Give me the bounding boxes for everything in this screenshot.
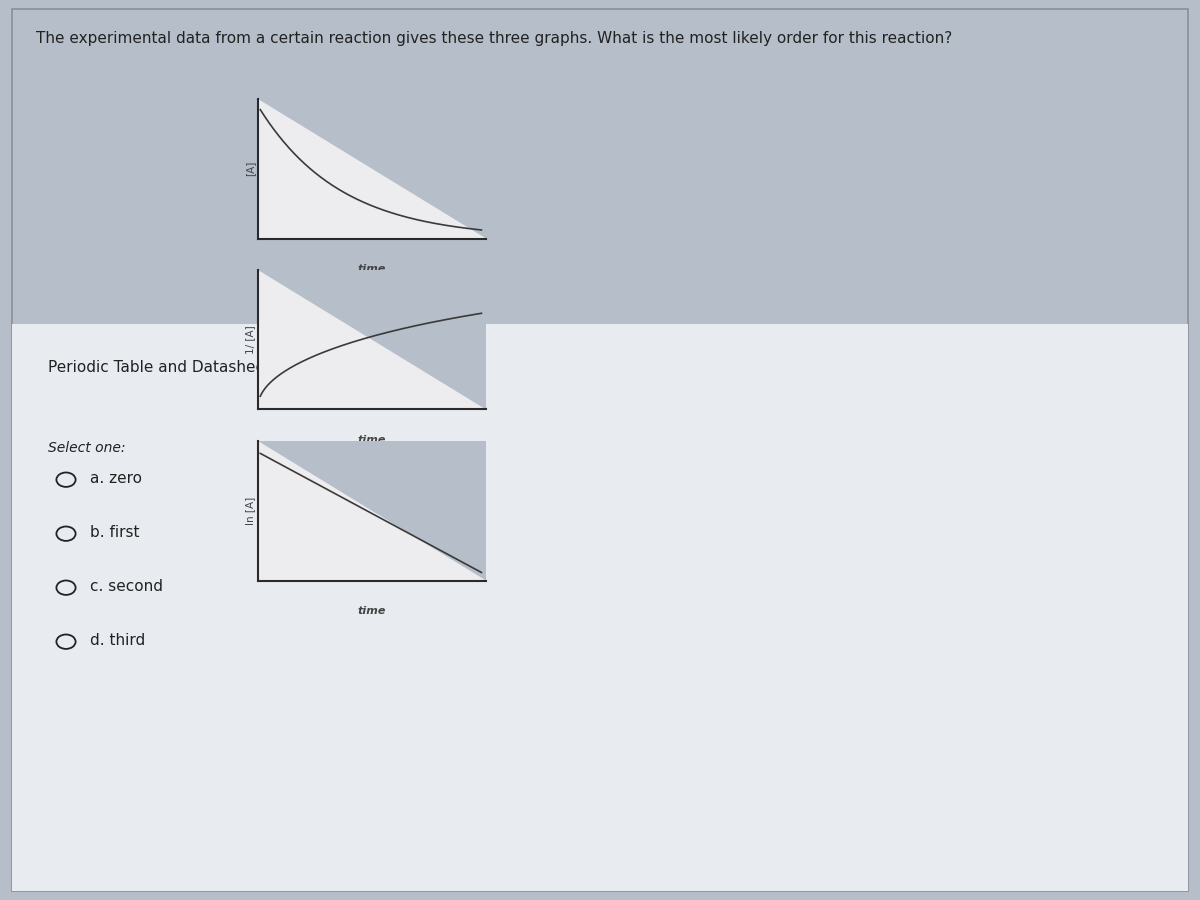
Y-axis label: [A]: [A]: [245, 161, 256, 176]
Y-axis label: 1/ [A]: 1/ [A]: [245, 326, 256, 354]
Text: time: time: [358, 435, 386, 445]
Text: c. second: c. second: [90, 579, 163, 594]
Text: The experimental data from a certain reaction gives these three graphs. What is : The experimental data from a certain rea…: [36, 32, 953, 47]
Text: b. first: b. first: [90, 525, 139, 540]
Text: Select one:: Select one:: [48, 441, 126, 455]
Text: time: time: [358, 606, 386, 616]
Polygon shape: [258, 441, 486, 580]
FancyBboxPatch shape: [12, 324, 1188, 891]
Polygon shape: [258, 99, 486, 239]
Text: Periodic Table and Datasheet: Periodic Table and Datasheet: [48, 360, 271, 375]
Polygon shape: [258, 270, 486, 410]
Text: a. zero: a. zero: [90, 471, 142, 486]
Text: d. third: d. third: [90, 633, 145, 648]
Text: time: time: [358, 264, 386, 274]
Y-axis label: ln [A]: ln [A]: [245, 497, 256, 525]
